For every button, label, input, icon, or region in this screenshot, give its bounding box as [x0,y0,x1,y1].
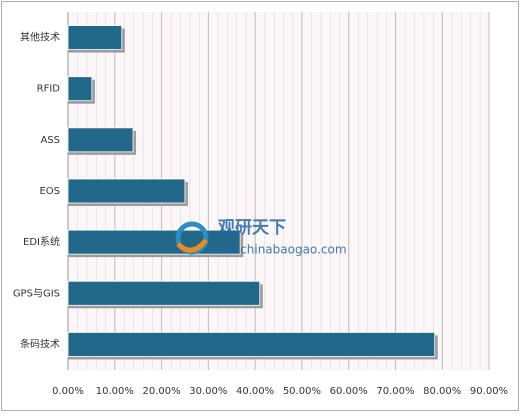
y-tick-label: 条码技术 [20,337,60,350]
bar [67,178,186,204]
y-tick-label: 其他技术 [20,31,60,44]
x-tick-label: 0.00% [52,386,84,397]
y-tick-label: RFID [37,84,61,95]
x-tick-label: 90.00% [470,386,508,397]
y-tick-label: GPS与GIS [13,287,60,299]
bar [67,229,241,255]
x-tick-label: 20.00% [142,386,180,397]
y-tick-label: EOS [39,186,60,197]
bar [67,280,261,306]
x-tick-label: 40.00% [236,386,274,397]
x-tick-label: 70.00% [376,386,414,397]
x-tick-label: 10.00% [96,386,134,397]
y-tick-label: ASS [40,135,60,146]
y-tick-label: EDI系统 [23,235,60,248]
x-tick-label: 60.00% [330,386,368,397]
bar [67,76,93,102]
x-tick-label: 80.00% [423,386,461,397]
x-tick-label: 50.00% [283,386,321,397]
bar [67,127,134,153]
x-tick-label: 30.00% [189,386,227,397]
bar [67,25,123,50]
watermark: 观研天下 www.chinabaogao.com [175,218,347,257]
bar [67,332,436,357]
watermark-logo-arc [176,238,208,253]
watermark-url: www.chinabaogao.com [208,243,347,257]
watermark-brand: 观研天下 [217,218,286,238]
